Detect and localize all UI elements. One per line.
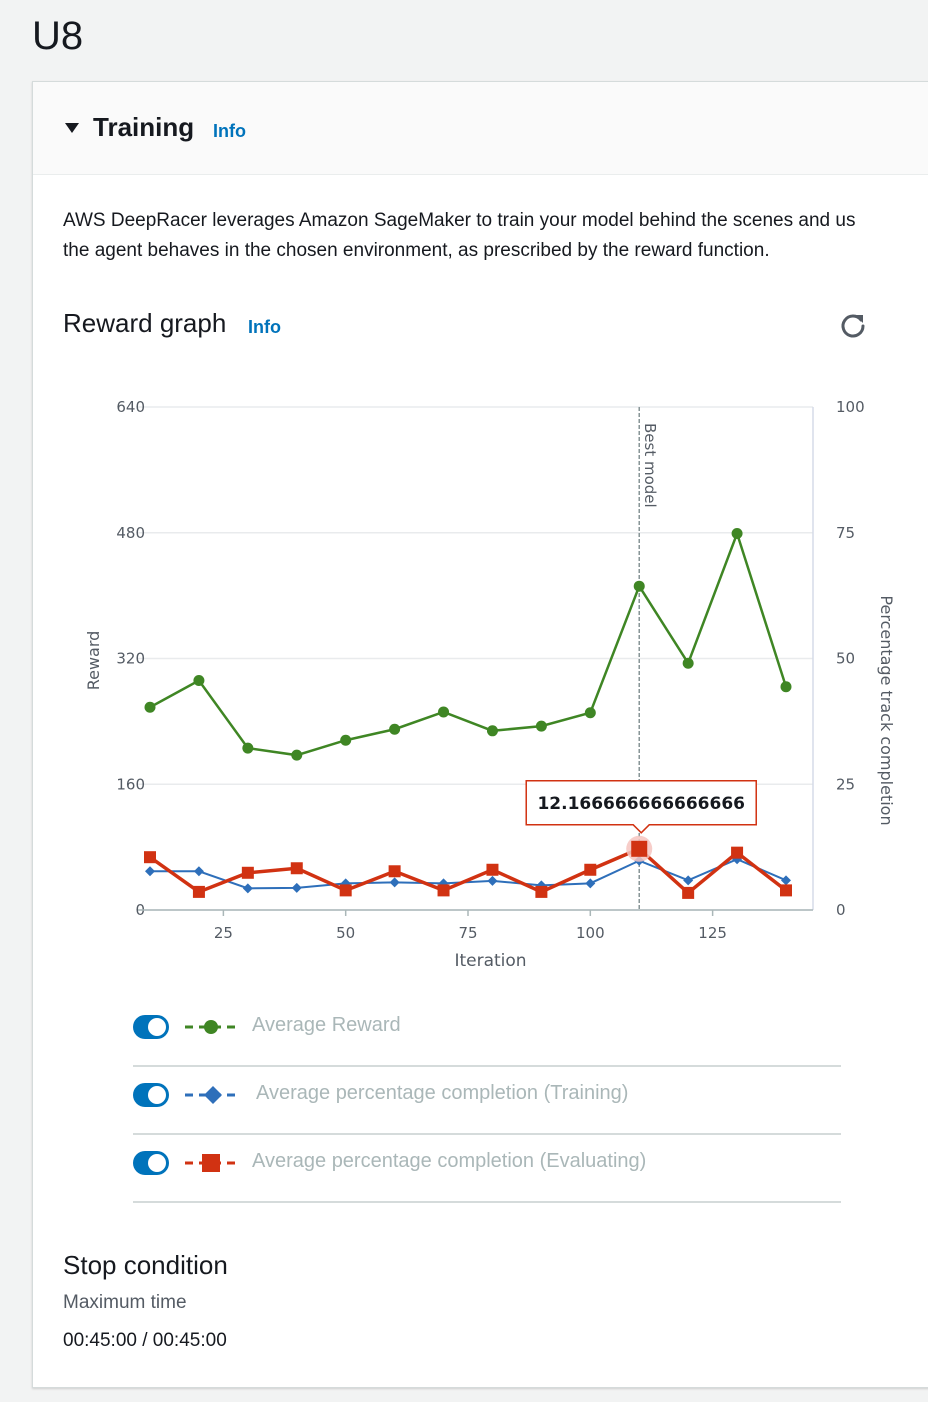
series-line — [150, 858, 787, 890]
y2-tick-label: 25 — [836, 775, 855, 793]
x-tick-label: 50 — [336, 924, 355, 942]
data-point — [389, 877, 400, 888]
highlighted-point — [631, 840, 648, 857]
diamond-marker-icon — [185, 1086, 241, 1104]
data-point — [487, 875, 498, 886]
description-line-2: the agent behaves in the chosen environm… — [63, 240, 770, 261]
y-tick-label: 320 — [116, 650, 145, 668]
y2-tick-label: 100 — [836, 398, 865, 416]
data-point — [535, 885, 548, 898]
reward-graph-title: Reward graph — [63, 308, 227, 338]
x-tick-label: 100 — [576, 924, 605, 942]
y-axis-label: Reward — [84, 631, 103, 691]
data-point — [241, 866, 254, 879]
stop-condition-value: 00:45:00 / 00:45:00 — [63, 1330, 227, 1351]
legend-item-training-completion: Average percentage completion (Training) — [133, 1066, 841, 1135]
legend-label-evaluating-completion: Average percentage completion (Evaluatin… — [252, 1150, 647, 1172]
x-tick-label: 25 — [214, 924, 233, 942]
training-info-link[interactable]: Info — [213, 121, 246, 141]
y-tick-label: 640 — [116, 398, 145, 416]
training-panel: Training Info AWS DeepRacer leverages Am… — [32, 81, 928, 1388]
y-tick-label: 160 — [116, 775, 145, 793]
data-point — [389, 723, 401, 735]
y2-tick-label: 0 — [836, 901, 846, 919]
data-point — [731, 528, 743, 540]
data-point — [144, 851, 156, 864]
y2-tick-label: 75 — [836, 524, 855, 542]
data-point — [339, 884, 352, 897]
data-point — [780, 884, 792, 897]
training-completion-toggle[interactable] — [133, 1083, 169, 1107]
square-marker-icon — [185, 1154, 237, 1172]
data-point — [242, 883, 253, 894]
legend-label-training-completion: Average percentage completion (Training) — [256, 1082, 629, 1104]
data-point — [780, 681, 792, 693]
training-description: AWS DeepRacer leverages Amazon SageMaker… — [63, 206, 928, 266]
data-point — [291, 749, 303, 761]
data-point — [340, 734, 352, 746]
description-line-1: AWS DeepRacer leverages Amazon SageMaker… — [63, 210, 856, 231]
data-point — [193, 675, 205, 687]
training-panel-header[interactable]: Training Info — [33, 82, 928, 175]
x-tick-label: 75 — [458, 924, 477, 942]
data-point — [535, 720, 547, 732]
data-point — [584, 707, 596, 719]
x-axis-label: Iteration — [454, 951, 526, 971]
average-reward-toggle[interactable] — [133, 1015, 169, 1039]
data-point — [682, 657, 694, 669]
data-point — [291, 882, 302, 893]
data-point — [193, 866, 204, 877]
data-point — [438, 706, 450, 718]
reward-graph-info-link[interactable]: Info — [248, 317, 281, 337]
data-point — [388, 865, 401, 878]
y-tick-label: 480 — [116, 524, 145, 542]
evaluating-completion-toggle[interactable] — [133, 1151, 169, 1175]
data-point — [144, 701, 156, 713]
circle-marker-icon — [185, 1020, 237, 1034]
y2-tick-label: 50 — [836, 650, 855, 668]
tooltip-text: 12.166666666666666 — [537, 794, 745, 814]
data-point — [781, 875, 791, 886]
data-point — [731, 846, 744, 859]
series-line — [149, 529, 788, 757]
data-point — [192, 885, 205, 898]
refresh-icon[interactable] — [839, 311, 867, 339]
page-title: U8 — [32, 14, 84, 58]
data-point — [585, 878, 596, 889]
y2-axis-label: Percentage track completion — [877, 595, 896, 825]
training-title[interactable]: Training — [93, 112, 195, 142]
x-tick-label: 125 — [698, 924, 727, 942]
data-point — [633, 580, 645, 592]
data-point — [242, 742, 254, 754]
series-line — [148, 846, 788, 896]
data-point — [486, 725, 498, 737]
legend-label-average-reward: Average Reward — [252, 1014, 401, 1036]
data-point — [437, 884, 450, 897]
data-point — [683, 875, 694, 886]
tooltip-box — [525, 780, 757, 834]
data-point — [584, 863, 597, 876]
stop-condition-label: Maximum time — [63, 1292, 187, 1313]
stop-condition-title: Stop condition — [63, 1250, 228, 1280]
data-point — [486, 863, 499, 876]
caret-down-icon[interactable] — [65, 123, 79, 133]
data-point — [290, 862, 303, 875]
legend-item-evaluating-completion: Average percentage completion (Evaluatin… — [133, 1134, 841, 1203]
data-point — [682, 886, 695, 899]
legend-item-average-reward: Average Reward — [133, 998, 841, 1067]
data-point — [145, 866, 155, 877]
best-model-label: Best model — [641, 423, 659, 508]
